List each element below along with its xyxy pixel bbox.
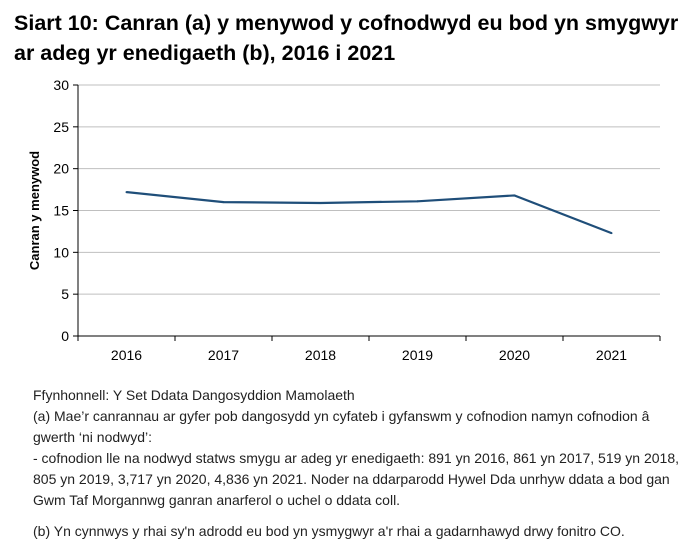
footnote-a-detail: - cofnodion lle na nodwyd statws smygu a… bbox=[33, 450, 679, 508]
y-tick-label: 5 bbox=[61, 286, 69, 302]
x-tick-label: 2016 bbox=[111, 347, 142, 363]
data-point bbox=[610, 232, 613, 235]
x-tick-label: 2019 bbox=[402, 347, 433, 363]
data-point bbox=[222, 201, 225, 204]
chart-title: Siart 10: Canran (a) y menywod y cofnodw… bbox=[14, 11, 679, 65]
y-axis-label: Canran y menywod bbox=[27, 151, 42, 270]
y-tick-label: 15 bbox=[53, 203, 69, 219]
data-point bbox=[125, 191, 128, 194]
x-tick-label: 2020 bbox=[499, 347, 530, 363]
line-chart: 0 5 10 15 20 25 30 2016 2017 2018 2019 2020 2021 Canr… bbox=[27, 77, 661, 363]
footnote-b: (b) Yn cynnwys y rhai sy'n adrodd eu bod… bbox=[33, 523, 625, 539]
y-tick-label: 30 bbox=[53, 77, 69, 93]
source-note: Ffynhonnell: Y Set Ddata Dangosyddion Ma… bbox=[33, 387, 355, 403]
series-line bbox=[126, 190, 612, 235]
data-point bbox=[513, 194, 516, 197]
x-tick-label: 2017 bbox=[208, 347, 239, 363]
y-tick-label: 10 bbox=[53, 244, 69, 260]
footnote-a: (a) Mae’r canrannau ar gyfer pob dangosy… bbox=[33, 408, 650, 445]
y-tick-label: 0 bbox=[61, 328, 69, 344]
x-tick-label: 2018 bbox=[305, 347, 336, 363]
y-tick-label: 25 bbox=[53, 119, 69, 135]
y-tick-label: 20 bbox=[53, 161, 69, 177]
x-tick-label: 2021 bbox=[596, 347, 627, 363]
data-point bbox=[319, 201, 322, 204]
data-point bbox=[416, 200, 419, 203]
